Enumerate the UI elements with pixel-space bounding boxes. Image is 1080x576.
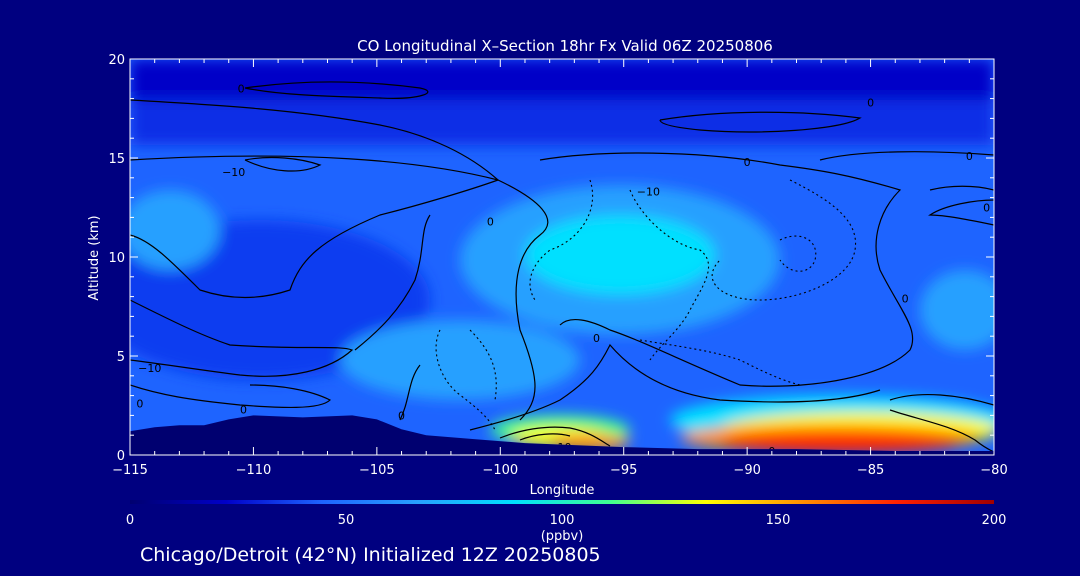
contour-label: 0 <box>744 156 751 169</box>
contour-label: 0 <box>398 409 405 422</box>
y-tick-label: 15 <box>108 152 125 167</box>
x-tick-label: −85 <box>857 463 884 478</box>
y-axis-label: Altitude (km) <box>87 215 102 300</box>
x-tick-label: −80 <box>980 463 1007 478</box>
colorbar-tick-label: 200 <box>982 513 1007 528</box>
colorbar-tick-label: 0 <box>126 513 134 528</box>
colorbar-tick-label: 50 <box>338 513 355 528</box>
y-tick-label: 10 <box>108 251 125 266</box>
contour-label: 0 <box>867 97 874 110</box>
y-tick-label: 20 <box>108 53 125 68</box>
chart-title: CO Longitudinal X–Section 18hr Fx Valid … <box>357 37 773 55</box>
contour-label: −10 <box>222 166 245 179</box>
contour-label: 0 <box>966 150 973 163</box>
contour-label: −10 <box>138 362 161 375</box>
colorbar-ticks: 0 50 100 150 200 <box>126 513 1007 528</box>
contour-label: 0 <box>240 403 247 416</box>
x-tick-label: −95 <box>610 463 637 478</box>
negative-contours <box>435 179 857 431</box>
x-tick-label: −90 <box>733 463 760 478</box>
chart-footnote: Chicago/Detroit (42°N) Initialized 12Z 2… <box>140 544 601 566</box>
colorbar-tick-label: 100 <box>550 513 575 528</box>
y-tick-label: 0 <box>117 449 125 464</box>
contour-label: 0 <box>902 293 909 306</box>
terrain-mask <box>130 415 994 455</box>
y-tick-label: 5 <box>117 350 125 365</box>
contour-label: 0 <box>238 83 245 96</box>
contour-label: 0 <box>593 332 600 345</box>
x-tick-label: −115 <box>112 463 148 478</box>
colorbar-units: (ppbv) <box>541 529 584 544</box>
x-axis-label: Longitude <box>530 483 595 498</box>
colorbar <box>130 500 994 504</box>
x-axis: −115 −110 −105 −100 −95 −90 −85 −80 <box>112 59 1008 478</box>
x-tick-label: −105 <box>359 463 395 478</box>
contour-label: 0 <box>487 215 494 228</box>
x-tick-label: −100 <box>482 463 518 478</box>
colorbar-tick-label: 150 <box>766 513 791 528</box>
contour-label: 0 <box>983 202 990 215</box>
x-tick-label: −110 <box>236 463 272 478</box>
contour-lines <box>130 81 994 453</box>
contour-label: −10 <box>637 186 660 199</box>
y-axis: 0 5 10 15 20 <box>108 53 994 464</box>
contour-label: 0 <box>136 398 143 411</box>
